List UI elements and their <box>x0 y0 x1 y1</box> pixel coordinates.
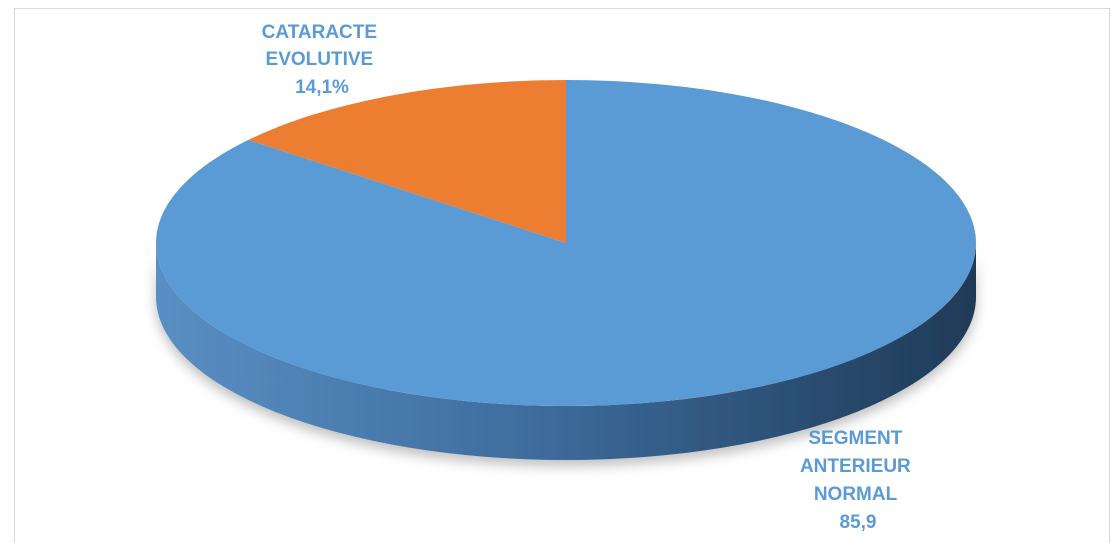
slice-label-cataracte: CATARACTE EVOLUTIVE 14,1% <box>262 22 383 98</box>
pie-slice-cataracte-evolutive <box>248 80 567 243</box>
slice-value-cataracte: 14,1% <box>295 77 349 98</box>
slice-value-segment: 85,9 <box>840 512 877 533</box>
pie-side-wall <box>156 243 976 460</box>
slice-label-segment: SEGMENT ANTERIEUR NORMAL 85,9 <box>800 428 916 533</box>
pie-top-face <box>155 80 976 406</box>
pie-slice-segment-anterieur-normal <box>155 80 976 406</box>
pie-side-face <box>156 243 976 460</box>
